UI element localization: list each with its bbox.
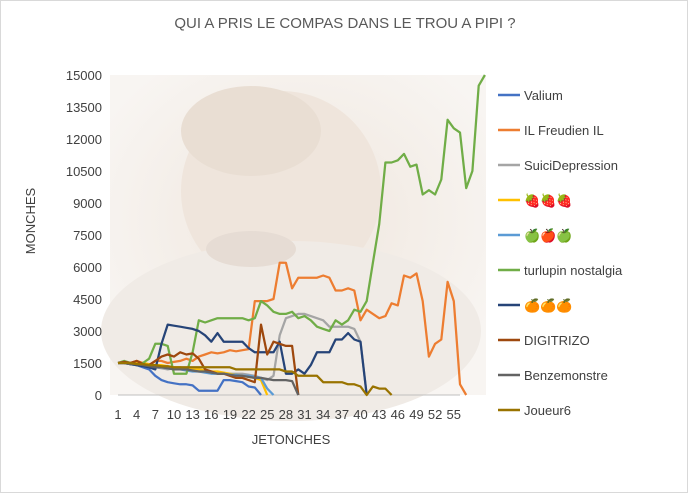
- y-tick-label: 0: [95, 388, 102, 403]
- x-tick-label: 43: [372, 407, 386, 422]
- x-tick-label: 22: [241, 407, 255, 422]
- x-tick-label: 1: [114, 407, 121, 422]
- y-tick-label: 15000: [66, 68, 102, 83]
- legend-label: 🍊🍊🍊: [524, 298, 573, 313]
- y-axis-ticks: 0 1500 3000 4500 6000 7500 9000 10500 12000 13500…: [66, 68, 102, 403]
- x-tick-label: 10: [167, 407, 181, 422]
- legend-label: DIGITRIZO: [524, 333, 590, 348]
- y-tick-label: 9000: [73, 196, 102, 211]
- y-tick-label: 3000: [73, 324, 102, 339]
- x-tick-label: 40: [353, 407, 367, 422]
- x-axis-ticks: 1 4 7 10 13 16 19 22 25 28 31 34 37 40 43 46 49 52 55: [114, 407, 461, 422]
- legend-label: Valium: [524, 88, 563, 103]
- x-tick-label: 49: [409, 407, 423, 422]
- legend-label: turlupin nostalgia: [524, 263, 623, 278]
- series-line: [117, 74, 486, 375]
- legend-label: SuiciDepression: [524, 158, 618, 173]
- x-tick-label: 4: [133, 407, 140, 422]
- x-tick-label: 55: [447, 407, 461, 422]
- legend-label: Benzemonstre: [524, 368, 608, 383]
- x-tick-label: 19: [223, 407, 237, 422]
- x-tick-label: 25: [260, 407, 274, 422]
- x-tick-label: 16: [204, 407, 218, 422]
- x-tick-label: 28: [279, 407, 293, 422]
- y-tick-label: 1500: [73, 356, 102, 371]
- legend-label: Joueur6: [524, 403, 571, 418]
- x-tick-label: 37: [335, 407, 349, 422]
- x-tick-label: 52: [428, 407, 442, 422]
- y-tick-label: 6000: [73, 260, 102, 275]
- y-tick-label: 12000: [66, 132, 102, 147]
- series-line: [117, 261, 468, 396]
- series-line: [118, 323, 368, 396]
- legend-label: 🍏🍎🍏: [524, 227, 573, 243]
- series-line: [118, 361, 393, 397]
- legend-label: 🍓🍓🍓: [524, 193, 573, 208]
- x-tick-label: 34: [316, 407, 330, 422]
- y-tick-label: 4500: [73, 292, 102, 307]
- legend-label: IL Freudien IL: [524, 123, 604, 138]
- legend: Valium IL Freudien IL SuiciDepression 🍓🍓🍓 🍏🍎…: [498, 88, 623, 418]
- background-photo: [101, 75, 486, 421]
- series-lines: [117, 74, 486, 397]
- y-tick-label: 7500: [73, 228, 102, 243]
- y-axis-title: MONCHES: [23, 187, 38, 254]
- chart-title: QUI A PRIS LE COMPAS DANS LE TROU A PIPI…: [174, 15, 515, 32]
- x-tick-label: 46: [391, 407, 405, 422]
- x-tick-label: 31: [297, 407, 311, 422]
- y-tick-label: 13500: [66, 100, 102, 115]
- x-tick-label: 7: [152, 407, 159, 422]
- x-axis-title: JETONCHES: [252, 432, 331, 447]
- x-tick-label: 13: [185, 407, 199, 422]
- y-tick-label: 10500: [66, 164, 102, 179]
